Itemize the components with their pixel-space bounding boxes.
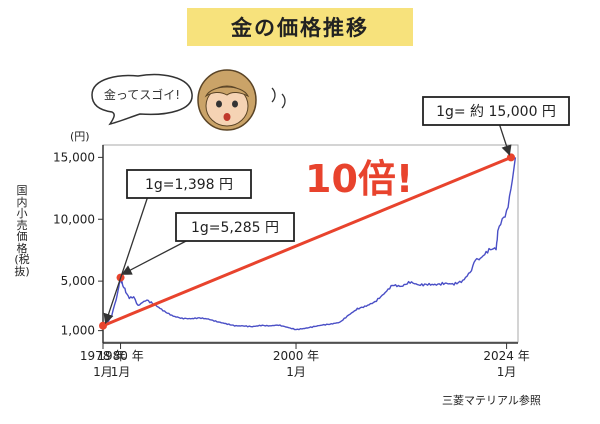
annotation-overlay: 1g=1,398 円 1g=5,285 円 1g= 約 15,000 円 10倍! bbox=[99, 96, 570, 330]
x-tick-sublabel: 1月 bbox=[497, 365, 517, 379]
series-line bbox=[102, 157, 517, 331]
trend-line bbox=[102, 155, 512, 328]
y-unit-label: (円) bbox=[70, 130, 90, 143]
callout-1978-arrow bbox=[103, 195, 149, 325]
character-eye-left bbox=[216, 100, 222, 108]
x-ticks: 1978 年 1月 1980 年 1月 2000 年 1月 2024 年 1月 bbox=[80, 343, 530, 379]
y-tick-label: 15,000 bbox=[53, 150, 95, 164]
character-mouth bbox=[223, 113, 231, 121]
y-tick-label: 1,000 bbox=[61, 324, 95, 338]
callout-2024-text: 1g= 約 15,000 円 bbox=[436, 104, 556, 120]
source-note: 三菱マテリアル参照 bbox=[442, 394, 541, 407]
ten-times-label: 10倍! bbox=[305, 157, 413, 201]
x-tick-label: 2000 年 bbox=[273, 349, 319, 363]
x-tick-label: 1980 年 bbox=[97, 349, 143, 363]
y-axis-title: 国内小売価格(税抜) bbox=[14, 184, 30, 278]
x-tick-sublabel: 1月 bbox=[286, 365, 306, 379]
surprise-marks bbox=[271, 87, 286, 109]
callout-1980-arrow bbox=[121, 238, 191, 275]
chart-title: 金の価格推移 bbox=[187, 8, 413, 46]
y-tick-label: 10,000 bbox=[53, 212, 95, 226]
character-face bbox=[205, 85, 249, 127]
y-tick-label: 5,000 bbox=[61, 274, 95, 288]
price-point bbox=[506, 153, 515, 162]
x-tick-sublabel: 1月 bbox=[93, 365, 113, 379]
callout-1978-text: 1g=1,398 円 bbox=[145, 177, 233, 193]
character-bangs bbox=[204, 86, 250, 98]
callout-1980-text: 1g=5,285 円 bbox=[191, 220, 279, 236]
callout-1980-box bbox=[175, 212, 295, 242]
character-illustration: 金ってスゴイ! bbox=[91, 69, 286, 131]
x-tick-sublabel: 1月 bbox=[111, 365, 131, 379]
character-eye-right bbox=[232, 100, 238, 108]
x-tick-label: 2024 年 bbox=[483, 349, 529, 363]
y-ticks: 1,000 5,000 10,000 15,000 bbox=[53, 150, 103, 338]
speech-bubble bbox=[91, 73, 193, 126]
x-tick-label: 1978 年 bbox=[80, 349, 126, 363]
callout-1978-box bbox=[126, 169, 252, 199]
series-group bbox=[102, 157, 517, 331]
price-point bbox=[99, 321, 107, 330]
speech-text: 金ってスゴイ! bbox=[104, 87, 180, 102]
callout-2024-box bbox=[422, 96, 570, 126]
